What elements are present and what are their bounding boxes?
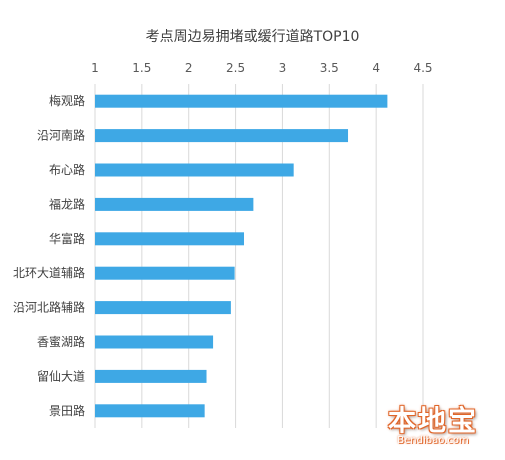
category-label: 福龙路	[49, 196, 85, 211]
category-label: 香蜜湖路	[37, 334, 85, 349]
x-tick-label: 3	[279, 61, 287, 75]
bar	[95, 335, 214, 349]
bar	[95, 266, 235, 280]
category-label: 梅观路	[49, 93, 85, 108]
bar	[95, 232, 245, 246]
category-label: 北环大道辅路	[13, 265, 85, 280]
bars	[95, 94, 388, 418]
bendibao-watermark: 本地宝 Bendibao.com	[372, 395, 494, 451]
category-label: 沿河南路	[37, 128, 85, 143]
bar	[95, 129, 349, 143]
category-label: 布心路	[49, 162, 85, 177]
x-tick-label: 3.5	[320, 61, 339, 75]
bar	[95, 301, 231, 315]
category-label: 沿河北路辅路	[13, 300, 85, 315]
x-tick-label: 4.5	[413, 61, 432, 75]
x-tick-label: 4	[372, 61, 380, 75]
x-tick-label: 1	[91, 61, 99, 75]
bar	[95, 404, 205, 418]
bar	[95, 369, 207, 383]
category-label: 景田路	[49, 403, 85, 418]
category-label: 留仙大道	[37, 369, 85, 383]
chart-title: 考点周边易拥堵或缓行道路TOP10	[145, 29, 360, 45]
watermark-logo-text: 本地宝	[387, 404, 478, 437]
x-tick-label: 1.5	[132, 61, 151, 75]
bar	[95, 163, 294, 177]
x-axis-ticks: 1 1.5 2 2.5 3 3.5 4 4.5	[91, 61, 432, 75]
bar	[95, 94, 388, 108]
category-label: 华富路	[49, 231, 85, 246]
x-tick-label: 2.5	[226, 61, 245, 75]
watermark-url: Bendibao.com	[397, 435, 469, 446]
x-tick-label: 2	[185, 61, 193, 75]
bar	[95, 197, 254, 211]
